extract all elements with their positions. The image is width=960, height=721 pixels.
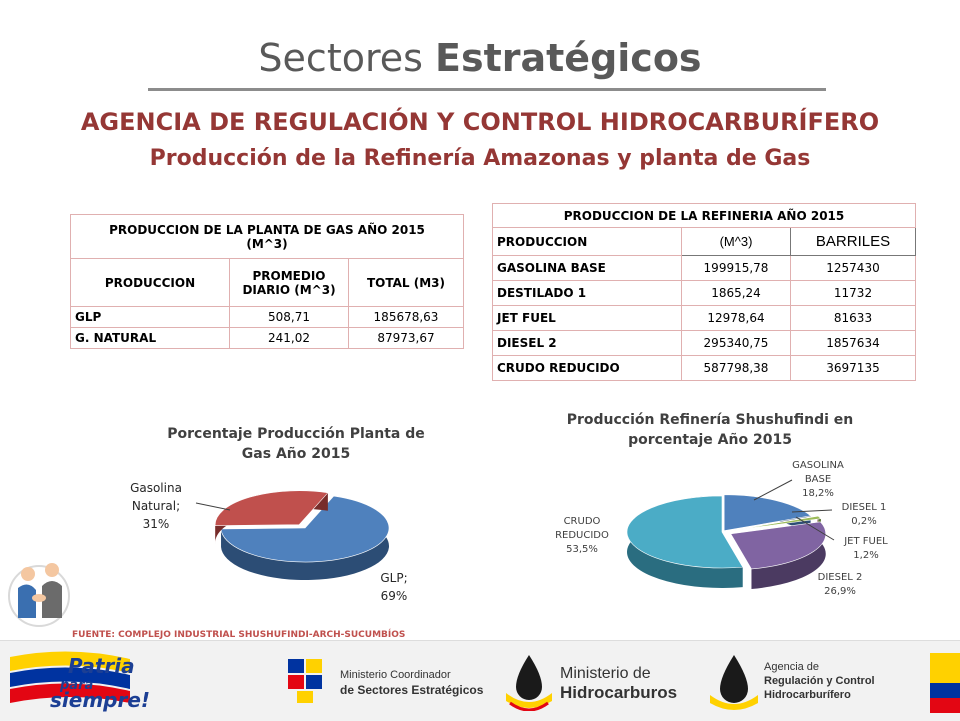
slide-title: Sectores Estratégicos (0, 36, 960, 80)
page-subtitle: Producción de la Refinería Amazonas y pl… (0, 146, 960, 171)
ref-row-m3: 1865,24 (682, 281, 791, 306)
table-row: JET FUEL 12978,64 81633 (493, 306, 916, 331)
gas-plant-table: PRODUCCION DE LA PLANTA DE GAS AÑO 2015 … (70, 214, 464, 349)
gas-row-daily: 508,71 (230, 307, 349, 328)
gas-table-caption-line2: (M^3) (246, 237, 287, 251)
ref-slice-label: REDUCIDO (555, 530, 609, 541)
ref-slice-label: DIESEL 2 (818, 572, 863, 583)
refinery-table-caption: PRODUCCION DE LA REFINERIA AÑO 2015 (493, 204, 916, 228)
table-row: DIESEL 2 295340,75 1857634 (493, 331, 916, 356)
coord-ministry-text: Ministerio Coordinador (340, 669, 451, 681)
source-note: FUENTE: COMPLEJO INDUSTRIAL SHUSHUFINDI-… (72, 630, 405, 640)
ref-header-barrels: BARRILES (791, 228, 916, 256)
gas-chart-title-line2: Gas Año 2015 (242, 446, 350, 462)
ref-slice-label: 53,5% (566, 544, 598, 555)
ref-row-m3: 587798,38 (682, 356, 791, 381)
ref-slice-label: CRUDO (564, 516, 601, 527)
ref-slice-label: 18,2% (802, 488, 834, 499)
slide-title-bold: Estratégicos (435, 36, 702, 80)
agency-logo-text: Hidrocarburífero (764, 689, 851, 701)
hydrocarbons-ministry-emblem (502, 653, 556, 711)
gas-header-total: TOTAL (M3) (349, 259, 464, 307)
patria-logo-text: Patria (68, 654, 135, 678)
ref-row-barrels: 1257430 (791, 256, 916, 281)
coordinating-ministry-emblem (280, 655, 336, 707)
gas-chart-title-line1: Porcentaje Producción Planta de (167, 426, 424, 442)
agency-logo-text: Regulación y Control (764, 675, 875, 687)
gas-table-caption: PRODUCCION DE LA PLANTA DE GAS AÑO 2015 … (71, 215, 464, 259)
agency-logo-text: Agencia de (764, 661, 819, 673)
ref-slice-label: JET FUEL (843, 536, 888, 547)
gas-row-name: G. NATURAL (71, 328, 230, 349)
ref-row-barrels: 3697135 (791, 356, 916, 381)
ref-slice-label: GASOLINA (792, 460, 844, 471)
ecuador-flag-stripe (930, 653, 960, 713)
ref-leader-line (754, 480, 792, 500)
ref-slice-label: DIESEL 1 (842, 502, 887, 513)
gas-row-total: 185678,63 (349, 307, 464, 328)
ref-row-barrels: 81633 (791, 306, 916, 331)
patria-para-siempre-logo: Patria para siempre! (10, 647, 160, 713)
gas-row-name: GLP (71, 307, 230, 328)
ref-row-barrels: 1857634 (791, 331, 916, 356)
ref-header-m3: (M^3) (682, 228, 791, 256)
coord-ministry-text: de Sectores Estratégicos (340, 683, 483, 697)
refinery-table: PRODUCCION DE LA REFINERIA AÑO 2015 PROD… (492, 203, 916, 381)
gas-pie-slice (215, 491, 328, 526)
gas-production-pie-chart: Porcentaje Producción Planta de Gas Año … (100, 410, 460, 620)
ref-row-name: CRUDO REDUCIDO (493, 356, 682, 381)
gas-slice-label: GLP; (380, 571, 407, 585)
gas-header-daily: PROMEDIO DIARIO (M^3) (230, 259, 349, 307)
ref-row-barrels: 11732 (791, 281, 916, 306)
gas-header-production: PRODUCCION (71, 259, 230, 307)
ref-row-m3: 199915,78 (682, 256, 791, 281)
ref-row-name: JET FUEL (493, 306, 682, 331)
ref-row-m3: 12978,64 (682, 306, 791, 331)
table-row: DESTILADO 1 1865,24 11732 (493, 281, 916, 306)
gas-slice-label: Gasolina (130, 481, 182, 495)
ref-chart-title-line2: porcentaje Año 2015 (628, 432, 792, 448)
ref-slice-label: BASE (805, 474, 831, 485)
slide-title-light: Sectores (258, 36, 435, 80)
gas-row-daily: 241,02 (230, 328, 349, 349)
agency-emblem (706, 653, 762, 713)
ref-slice-label: 1,2% (853, 550, 878, 561)
ref-chart-title-line1: Producción Refinería Shushufindi en (567, 412, 854, 428)
ref-row-name: DIESEL 2 (493, 331, 682, 356)
table-row: GLP 508,71 185678,63 (71, 307, 464, 328)
gas-leader-line (196, 503, 230, 510)
gas-slice-label: 31% (143, 517, 170, 531)
footer-logo-bar: Patria para siempre! Ministerio Coordina… (0, 640, 960, 721)
table-row: GASOLINA BASE 199915,78 1257430 (493, 256, 916, 281)
hydrocarbons-ministry-text: Ministerio de (560, 665, 651, 683)
gas-slice-label: 69% (381, 589, 408, 603)
ref-row-name: DESTILADO 1 (493, 281, 682, 306)
ref-row-name: GASOLINA BASE (493, 256, 682, 281)
ref-header-production: PRODUCCION (493, 228, 682, 256)
ref-row-m3: 295340,75 (682, 331, 791, 356)
gas-row-total: 87973,67 (349, 328, 464, 349)
handshake-icon (6, 556, 72, 628)
hydrocarbons-ministry-text: Hidrocarburos (560, 683, 677, 703)
table-row: CRUDO REDUCIDO 587798,38 3697135 (493, 356, 916, 381)
title-divider (148, 88, 826, 91)
patria-logo-text: siempre! (50, 688, 150, 712)
gas-table-caption-line1: PRODUCCION DE LA PLANTA DE GAS AÑO 2015 (109, 223, 425, 237)
ref-slice-label: 26,9% (824, 586, 856, 597)
refinery-production-pie-chart: Producción Refinería Shushufindi en porc… (530, 400, 930, 610)
gas-slice-label: Natural; (132, 499, 180, 513)
agency-heading: AGENCIA DE REGULACIÓN Y CONTROL HIDROCAR… (0, 108, 960, 136)
ref-slice-label: 0,2% (851, 516, 876, 527)
table-row: G. NATURAL 241,02 87973,67 (71, 328, 464, 349)
